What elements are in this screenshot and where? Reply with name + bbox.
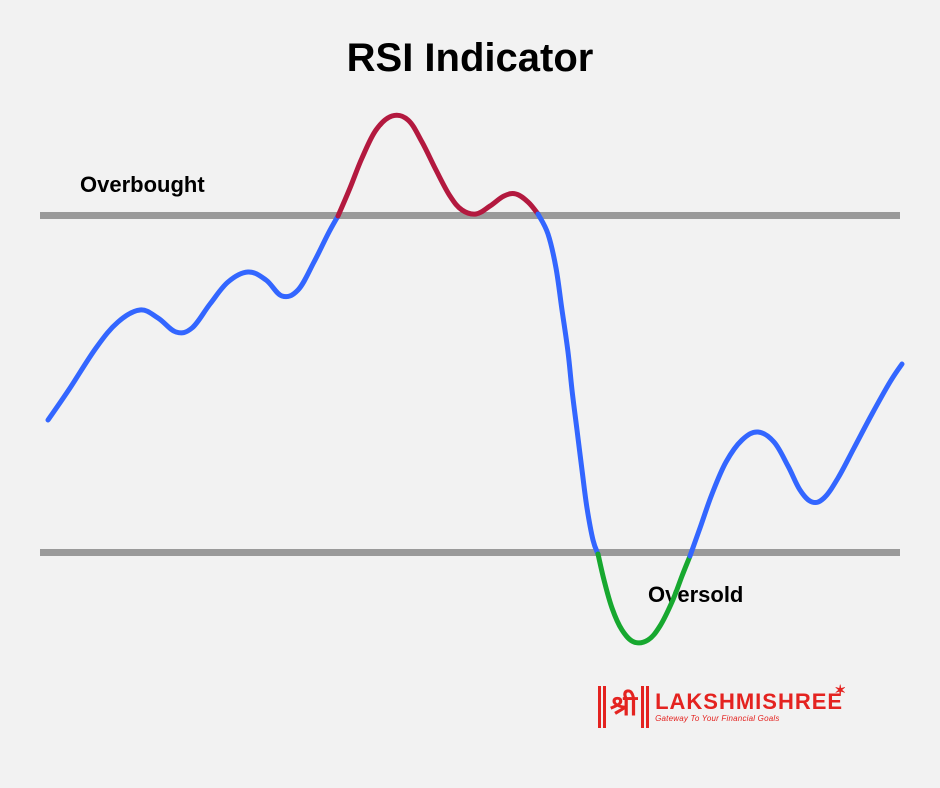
logo-bars-left — [598, 686, 606, 728]
logo-brand-name: LAKSHMISHREE ✶ — [655, 691, 843, 713]
rsi-segment-recovery — [690, 364, 902, 556]
brand-logo: श्री LAKSHMISHREE ✶ Gateway To Your Fina… — [598, 686, 843, 728]
star-icon: ✶ — [834, 683, 847, 697]
logo-bars-right — [641, 686, 649, 728]
logo-tagline: Gateway To Your Financial Goals — [655, 715, 843, 723]
logo-bar — [598, 686, 601, 728]
logo-bar — [603, 686, 606, 728]
logo-brand-name-text: LAKSHMISHREE — [655, 689, 843, 714]
logo-bar — [641, 686, 644, 728]
rsi-curve-group — [48, 115, 902, 643]
chart-canvas: RSI Indicator Overbought Oversold श्री L… — [0, 0, 940, 788]
rsi-segment-oversold-zone — [598, 554, 690, 643]
logo-mark: श्री — [598, 686, 649, 728]
rsi-segment-mid-decline — [538, 214, 598, 554]
rsi-segment-overbought-zone — [338, 115, 538, 216]
rsi-curve-svg — [0, 0, 940, 788]
logo-script-text: श्री — [608, 693, 639, 721]
logo-text-wrap: LAKSHMISHREE ✶ Gateway To Your Financial… — [655, 691, 843, 723]
rsi-segment-pre-overbought — [48, 216, 338, 420]
logo-bar — [646, 686, 649, 728]
